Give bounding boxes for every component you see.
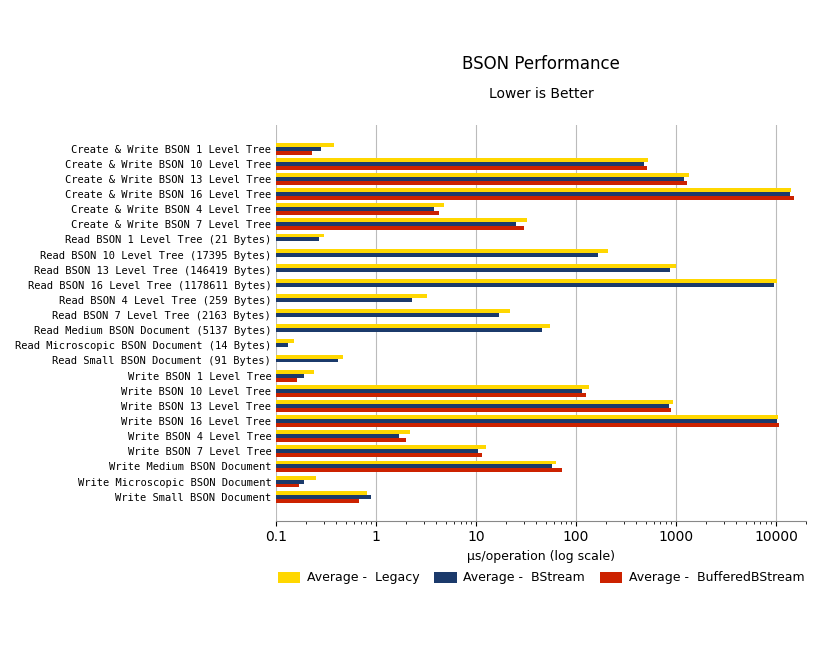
Bar: [0, 464, 552, 468]
Bar: [0, 453, 482, 457]
Bar: [0, 218, 526, 222]
Bar: [0, 279, 777, 283]
Bar: [0, 203, 444, 207]
Bar: [0, 393, 585, 397]
Bar: [0, 298, 412, 302]
Bar: [0, 358, 338, 362]
Bar: [0, 192, 790, 196]
Bar: [0, 434, 399, 438]
Bar: [0, 460, 556, 464]
Bar: [0, 162, 644, 165]
Title: BSON Performance: BSON Performance: [462, 55, 620, 73]
Bar: [0, 374, 304, 378]
Bar: [0, 222, 516, 226]
Bar: [0, 181, 686, 185]
Bar: [0, 249, 608, 253]
Bar: [0, 490, 368, 494]
Bar: [0, 370, 314, 374]
Bar: [0, 498, 360, 502]
Bar: [0, 354, 343, 358]
Bar: [0, 147, 321, 151]
Bar: [0, 211, 439, 215]
Bar: [0, 450, 478, 453]
Bar: [0, 476, 316, 480]
Bar: [0, 400, 672, 404]
Bar: [0, 226, 524, 230]
Bar: [0, 158, 649, 162]
Bar: [0, 173, 689, 177]
Bar: [0, 234, 323, 237]
Bar: [0, 294, 427, 298]
Bar: [0, 143, 334, 147]
Bar: [0, 344, 287, 347]
Bar: [0, 177, 684, 181]
Bar: [0, 468, 562, 472]
X-axis label: μs/operation (log scale): μs/operation (log scale): [467, 550, 615, 563]
Bar: [0, 430, 410, 434]
Bar: [0, 438, 406, 442]
Bar: [0, 404, 669, 408]
Bar: [0, 340, 294, 344]
Bar: [0, 207, 434, 211]
Bar: [0, 389, 582, 393]
Bar: [0, 268, 670, 271]
Bar: [0, 313, 499, 317]
Bar: [0, 385, 589, 389]
Bar: [0, 328, 543, 332]
Legend: Average -  Legacy, Average -  BStream, Average -  BufferedBStream: Average - Legacy, Average - BStream, Ave…: [273, 566, 810, 590]
Bar: [0, 324, 550, 328]
Text: Lower is Better: Lower is Better: [488, 87, 594, 101]
Bar: [0, 283, 773, 287]
Bar: [0, 446, 486, 450]
Bar: [0, 480, 304, 484]
Bar: [0, 484, 299, 488]
Bar: [0, 494, 371, 498]
Bar: [0, 264, 676, 268]
Bar: [0, 151, 312, 155]
Bar: [0, 408, 672, 412]
Bar: [0, 378, 296, 381]
Bar: [0, 165, 647, 170]
Bar: [0, 196, 794, 200]
Bar: [0, 188, 791, 192]
Bar: [0, 419, 777, 423]
Bar: [0, 237, 319, 241]
Bar: [0, 423, 779, 427]
Bar: [0, 253, 598, 257]
Bar: [0, 415, 778, 419]
Bar: [0, 309, 511, 313]
